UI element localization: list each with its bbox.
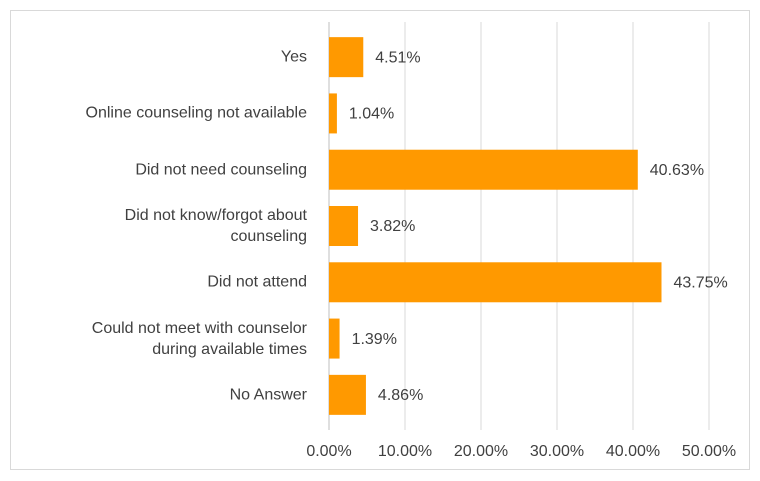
y-tick-label: Could not meet with counselor during ava… <box>91 319 307 358</box>
data-label: 40.63% <box>650 162 704 179</box>
data-label: 4.51% <box>375 49 420 66</box>
bar <box>329 374 366 415</box>
chart-border <box>10 10 750 470</box>
bar <box>329 206 359 246</box>
bar <box>329 93 337 134</box>
x-tick-label: 0.00% <box>306 443 351 460</box>
y-tick-label: Did not attend <box>207 273 307 291</box>
bar <box>329 37 364 78</box>
x-tick-label: 40.00% <box>606 443 660 460</box>
x-tick-label: 50.00% <box>682 443 736 460</box>
bar <box>329 149 638 190</box>
y-tick-label: Yes <box>280 48 307 66</box>
y-tick-label: Did not know/forgot about counseling <box>124 207 307 245</box>
data-label: 1.39% <box>352 331 397 348</box>
data-label: 3.82% <box>370 218 415 235</box>
y-tick-label: No Answer <box>229 386 307 404</box>
x-tick-label: 10.00% <box>378 443 432 460</box>
y-tick-label: Online counseling not available <box>85 104 307 122</box>
data-label: 4.86% <box>378 387 423 404</box>
data-label: 43.75% <box>674 275 728 292</box>
x-tick-label: 20.00% <box>454 443 508 460</box>
bar <box>329 318 340 359</box>
bar <box>329 262 662 303</box>
data-label: 1.04% <box>349 106 394 123</box>
y-tick-label: Did not need counseling <box>135 161 307 179</box>
x-tick-label: 30.00% <box>530 443 584 460</box>
